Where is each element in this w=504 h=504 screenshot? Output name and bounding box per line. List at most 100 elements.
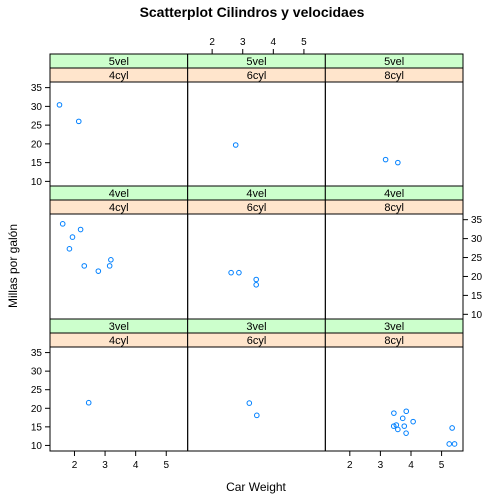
data-point [95, 268, 102, 274]
panel-frame [49, 213, 189, 321]
panel-frame [49, 346, 189, 452]
y-tick-label: 10 [31, 441, 43, 452]
data-point [446, 441, 453, 447]
strip-cyl-label: 6cyl [247, 202, 267, 214]
panel-frame [324, 346, 464, 452]
y-tick-label: 35 [471, 215, 483, 226]
data-point [69, 234, 76, 240]
y-tick-label: 15 [31, 422, 43, 433]
data-point [232, 142, 239, 148]
strip-gear-label: 4vel [246, 188, 266, 200]
panel-4vel-8cyl: 4vel 8cyl [324, 185, 464, 321]
strip-cyl-label: 4cyl [109, 202, 129, 214]
data-point [81, 263, 88, 269]
data-point [395, 426, 401, 433]
panel-5vel-6cyl: 5vel 6cyl [187, 53, 326, 188]
x-tick-label: 5 [301, 37, 307, 48]
y-tick-label: 25 [31, 385, 43, 396]
y-axis-title: Millas por galón [6, 224, 20, 308]
x-tick-label: 2 [72, 460, 78, 471]
data-point [236, 269, 242, 276]
data-point [403, 408, 410, 415]
strip-cyl-label: 4cyl [109, 70, 129, 82]
data-point [382, 156, 389, 163]
strip-gear-label: 5vel [384, 56, 404, 68]
data-point [451, 441, 458, 447]
panel-5vel-8cyl: 5vel 8cyl [324, 53, 464, 188]
strip-gear-label: 3vel [246, 321, 266, 333]
panel-4vel-4cyl: 4vel 4cyl [49, 185, 189, 321]
panel-3vel-6cyl: 3vel 6cyl [187, 318, 326, 452]
strip-cyl-label: 6cyl [247, 70, 267, 82]
strip-cyl-label: 4cyl [109, 335, 129, 347]
data-point [85, 399, 92, 406]
data-point [449, 425, 455, 431]
strip-gear-label: 4vel [384, 188, 404, 200]
panel-4vel-6cyl: 4vel 6cyl [187, 185, 326, 321]
data-point [66, 246, 73, 252]
y-tick-label: 15 [31, 158, 43, 169]
x-tick-label: 5 [439, 460, 445, 471]
panel-frame [187, 346, 326, 452]
panel-frame [324, 213, 464, 321]
x-tick-label: 2 [209, 37, 215, 48]
panel-3vel-4cyl: 3vel 4cyl [49, 318, 189, 452]
y-tick-label: 25 [31, 121, 43, 132]
x-tick-label: 3 [102, 460, 108, 471]
y-tick-label: 10 [471, 310, 483, 321]
panel-3vel-8cyl: 3vel 8cyl [324, 318, 464, 452]
data-point [246, 400, 253, 406]
y-tick-label: 20 [31, 139, 43, 150]
panel-5vel-4cyl: 5vel 4cyl [49, 53, 189, 188]
data-point [59, 221, 66, 227]
data-point [399, 415, 406, 422]
data-point [391, 410, 397, 416]
data-point [253, 276, 259, 283]
y-tick-label: 25 [471, 253, 483, 264]
data-point [393, 422, 400, 428]
strip-gear-label: 5vel [109, 56, 129, 68]
chart-title: Scatterplot Cilindros y velocidaes [140, 4, 365, 20]
strip-gear-label: 3vel [109, 321, 129, 333]
x-tick-label: 2 [347, 460, 353, 471]
x-axis-title: Car Weight [226, 480, 286, 494]
panel-frame [49, 81, 189, 188]
y-tick-label: 30 [31, 367, 43, 378]
data-point [75, 118, 82, 125]
x-tick-label: 4 [271, 37, 277, 48]
y-tick-label: 35 [31, 83, 43, 94]
y-tick-label: 10 [31, 177, 43, 188]
strip-cyl-label: 8cyl [384, 202, 404, 214]
y-tick-label: 20 [31, 404, 43, 415]
y-tick-label: 30 [31, 102, 43, 113]
data-point [77, 226, 84, 233]
data-point [106, 263, 113, 269]
x-tick-label: 3 [378, 460, 384, 471]
data-point [254, 412, 260, 419]
data-point [401, 423, 408, 429]
strip-gear-label: 3vel [384, 321, 404, 333]
y-tick-label: 35 [31, 348, 43, 359]
data-point [108, 257, 114, 263]
data-point [395, 159, 401, 166]
x-tick-label: 4 [133, 460, 139, 471]
panel-frame [187, 213, 326, 321]
y-tick-label: 15 [471, 291, 483, 302]
y-tick-label: 20 [471, 272, 483, 283]
x-tick-label: 4 [408, 460, 414, 471]
panel-frame [324, 81, 464, 188]
data-point [403, 430, 409, 436]
strip-cyl-label: 8cyl [384, 335, 404, 347]
panel-frame [187, 81, 326, 188]
data-point [228, 269, 234, 276]
strip-gear-label: 5vel [246, 56, 266, 68]
x-tick-label: 3 [240, 37, 246, 48]
data-point [410, 418, 416, 425]
data-point [56, 102, 63, 108]
panel-grid: 5vel 4cyl 5vel 6cyl 5vel 8cyl 4vel 4cyl 4vel 6cyl… [49, 53, 464, 452]
strip-cyl-label: 6cyl [247, 335, 267, 347]
data-point [253, 281, 259, 288]
data-point [390, 423, 397, 429]
